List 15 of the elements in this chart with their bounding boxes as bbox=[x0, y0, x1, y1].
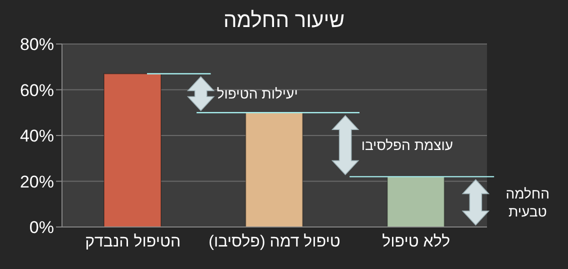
bar bbox=[245, 112, 304, 227]
bar bbox=[104, 73, 162, 227]
x-tick-label: הטיפול הנבדק bbox=[85, 232, 181, 250]
y-tick-label: 60% bbox=[20, 80, 54, 100]
y-tick-label: 20% bbox=[20, 172, 54, 192]
annotation: יעילות הטיפול bbox=[216, 86, 298, 102]
chart-title: שיעור החלמה bbox=[223, 9, 345, 32]
x-tick-label: ללא טיפול bbox=[382, 232, 450, 250]
y-tick-label: 40% bbox=[20, 126, 54, 146]
bar bbox=[386, 176, 445, 227]
x-tick-label: טיפול דמה (פלסיבו) bbox=[208, 232, 340, 250]
text: החלמה טבעית bbox=[506, 185, 550, 220]
y-tick-label: 0% bbox=[29, 218, 54, 238]
annotation: עוצמת הפלסיבו bbox=[361, 137, 454, 154]
y-tick-label: 80% bbox=[20, 35, 54, 54]
